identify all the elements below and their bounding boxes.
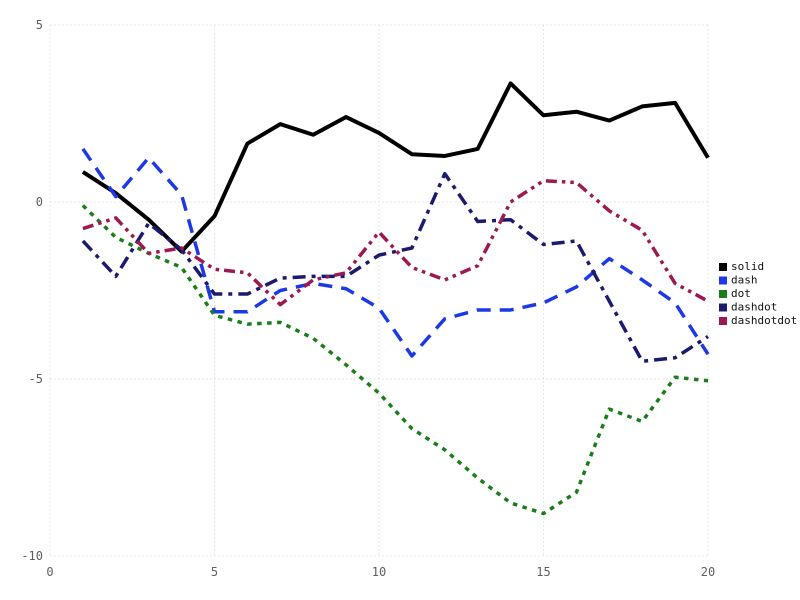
legend-swatch-solid <box>719 263 727 271</box>
x-tick-label: 0 <box>46 565 53 579</box>
x-tick-label: 5 <box>211 565 218 579</box>
legend-label-dot: dot <box>731 287 751 300</box>
legend-item-dash: dash <box>719 274 758 287</box>
series-line-dashdotdot <box>82 179 709 307</box>
y-tick-label: -10 <box>21 549 43 563</box>
legend-item-solid: solid <box>719 260 764 273</box>
legend-label-dash: dash <box>731 274 758 287</box>
legend-item-dot: dot <box>719 287 751 300</box>
axis-tick-labels: 0 5 10 15 20 5 0 -5 -10 <box>21 18 715 579</box>
series-line-dash <box>81 147 710 358</box>
series-line-dashdot <box>81 171 709 364</box>
legend-label-dashdotdot: dashdotdot <box>731 314 797 327</box>
series-line-solid <box>81 81 710 254</box>
legend-swatch-dashdotdot <box>719 317 727 325</box>
legend-swatch-dash <box>719 276 727 285</box>
x-tick-label: 20 <box>701 565 715 579</box>
series-lines <box>81 81 710 516</box>
legend-swatch-dot <box>719 290 727 298</box>
legend-label-solid: solid <box>731 260 764 273</box>
legend-item-dashdot: dashdot <box>719 301 777 314</box>
x-tick-label: 15 <box>536 565 550 579</box>
legend-swatch-dashdot <box>719 303 727 312</box>
legend-label-dashdot: dashdot <box>731 301 777 314</box>
legend-item-dashdotdot: dashdotdot <box>719 314 797 327</box>
y-tick-label: 0 <box>36 195 43 209</box>
y-tick-label: -5 <box>29 372 43 386</box>
gridlines <box>49 24 709 557</box>
y-tick-label: 5 <box>36 18 43 32</box>
x-tick-label: 10 <box>372 565 386 579</box>
